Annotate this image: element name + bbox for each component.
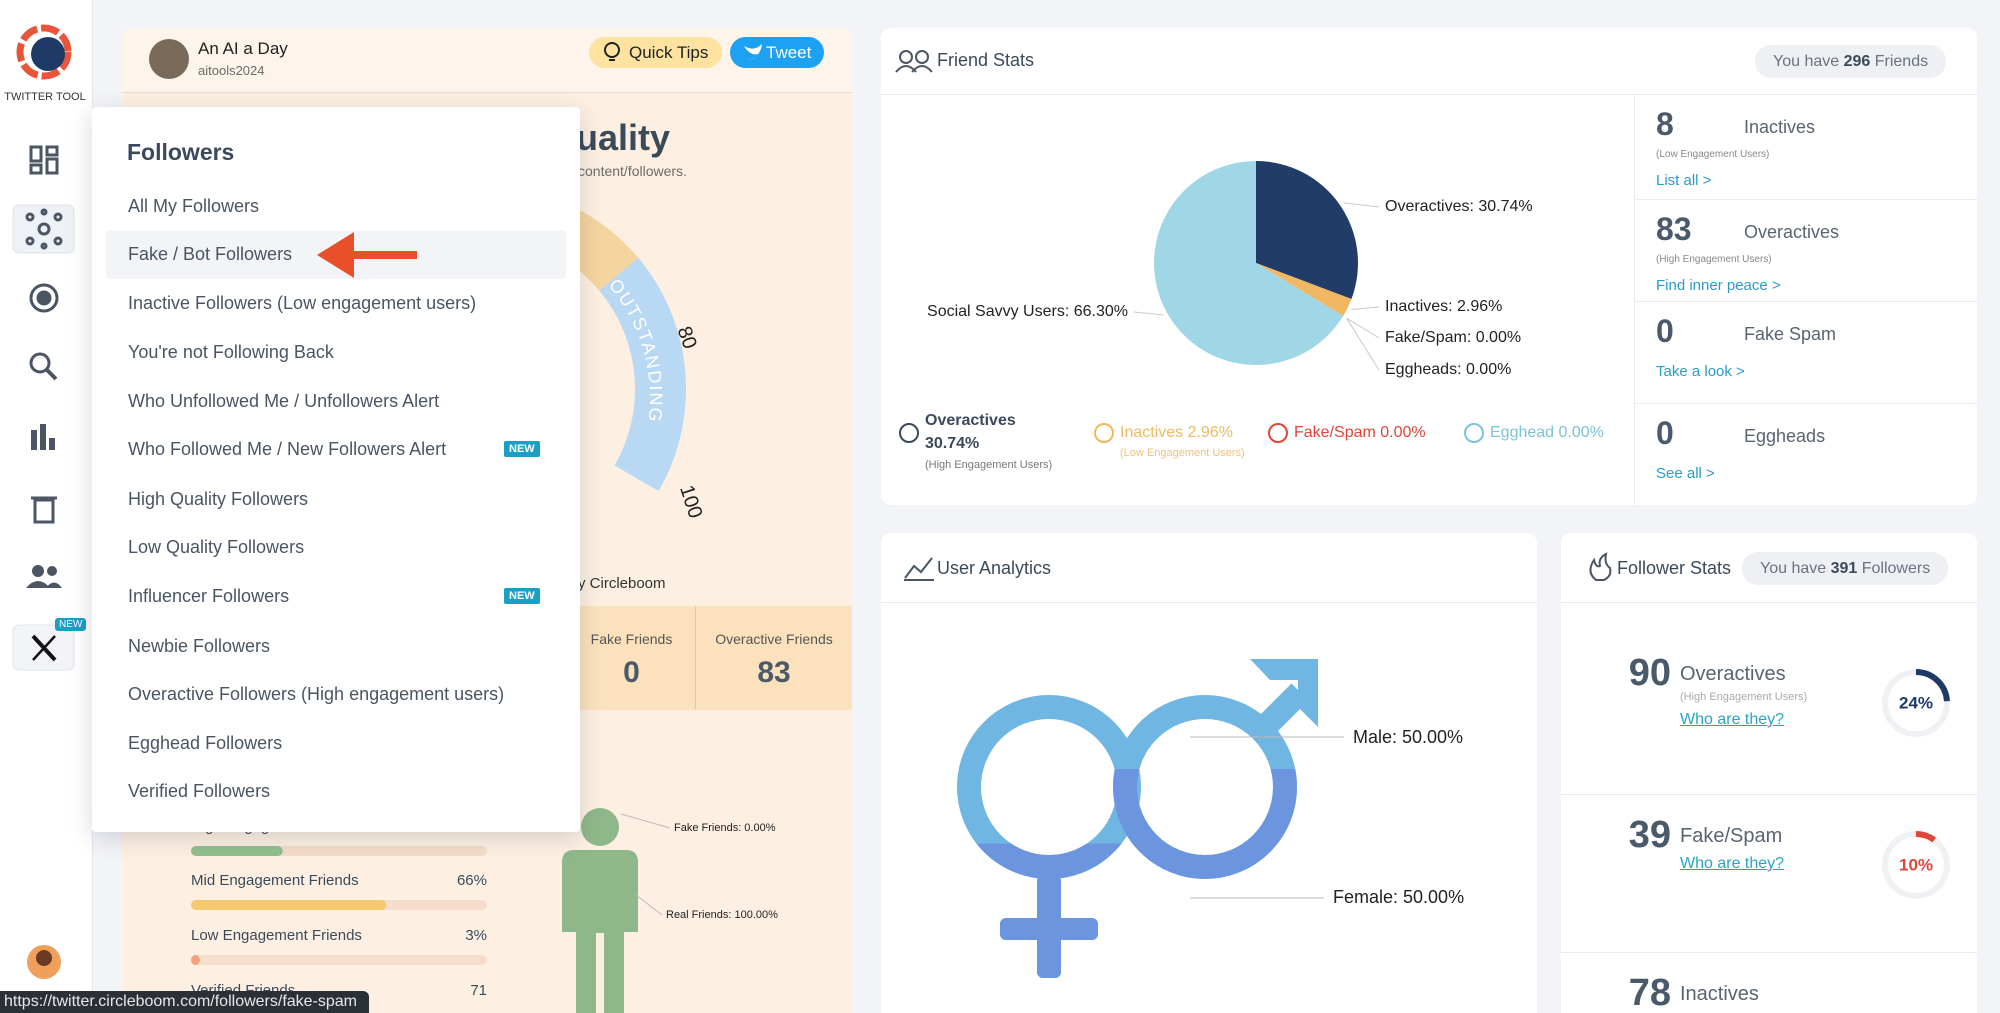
summary-value: 83: [1656, 211, 1692, 247]
pill-count: 391: [1830, 560, 1858, 577]
summary-label: Overactives: [1744, 222, 1840, 242]
follower-value: 90: [1628, 652, 1671, 694]
box-label: Fake Friends: [590, 631, 673, 647]
follower-link[interactable]: Who are they?: [1680, 711, 1785, 728]
new-badge: NEW: [504, 588, 540, 604]
overactive-friends-box: [696, 606, 852, 710]
summary-link[interactable]: Take a look >: [1656, 363, 1745, 380]
pill-text: Followers: [1861, 560, 1931, 577]
menu-item[interactable]: Who Unfollowed Me / Unfollowers Alert: [128, 391, 440, 411]
pill-text: You have: [1773, 53, 1840, 70]
menu-item[interactable]: Who Followed Me / New Followers Alert: [128, 439, 447, 459]
follower-value: 78: [1628, 972, 1671, 1013]
status-url: https://twitter.circleboom.com/followers…: [0, 991, 370, 1013]
follower-label: Overactives: [1680, 663, 1786, 685]
search-icon[interactable]: [29, 352, 58, 381]
menu-title: Followers: [127, 139, 235, 165]
row-divider: [1634, 199, 1977, 200]
row-divider: [1561, 794, 1977, 795]
new-badge: NEW: [55, 618, 87, 631]
menu-item[interactable]: All My Followers: [128, 196, 260, 216]
summary-link[interactable]: See all >: [1656, 465, 1715, 482]
friends-count-pill: You have 296 Friends: [1755, 45, 1947, 78]
summary-value: 0: [1656, 415, 1674, 451]
card-title: User Analytics: [937, 558, 1052, 578]
box-label: Overactive Friends: [715, 631, 833, 647]
menu-item[interactable]: Verified Followers: [128, 781, 271, 801]
menu-item[interactable]: Influencer Followers: [128, 586, 290, 606]
credit: y Circleboom: [578, 575, 666, 592]
summary-value: 0: [1656, 313, 1674, 349]
network-icon[interactable]: [25, 208, 63, 250]
follower-link[interactable]: Who are they?: [1680, 855, 1785, 872]
summary-note: (High Engagement Users): [1656, 254, 1772, 265]
summary-link[interactable]: Find inner peace >: [1656, 277, 1781, 294]
user-analytics-card: User Analytics: [881, 533, 1537, 1013]
pill-text: You have: [1760, 560, 1827, 577]
target-icon[interactable]: [29, 283, 59, 313]
users-icon[interactable]: [26, 565, 62, 588]
tweet-label: Tweet: [766, 43, 812, 62]
brand-label: TWITTER TOOL: [4, 91, 86, 103]
follower-value: 39: [1628, 814, 1671, 856]
follower-note: (High Engagement Users): [1680, 691, 1808, 703]
box-value: 0: [623, 656, 640, 689]
box-value: 83: [757, 656, 791, 689]
row-divider: [1634, 403, 1977, 404]
summary-value: 8: [1656, 106, 1674, 142]
trash-icon[interactable]: [31, 496, 57, 524]
menu-item[interactable]: Fake / Bot Followers: [128, 244, 293, 264]
follower-stats-card: Follower Stats You have 391 Followers 90…: [1561, 533, 1977, 1013]
dashboard-icon[interactable]: [29, 145, 59, 175]
card-title: Friend Stats: [937, 50, 1035, 70]
card-header: [122, 28, 852, 93]
row-divider: [1561, 952, 1977, 953]
card-header-divider: [1561, 602, 1977, 603]
sidebar-icons: [12, 24, 75, 979]
menu-item[interactable]: Newbie Followers: [128, 636, 271, 656]
fake-friends-box: [568, 606, 696, 710]
row-divider: [1634, 301, 1977, 302]
summary-label: Inactives: [1744, 117, 1816, 137]
new-badge: NEW: [504, 441, 540, 457]
card-header-divider: [881, 602, 1537, 603]
column-divider: [1634, 94, 1635, 505]
menu-item[interactable]: Inactive Followers (Low engagement users…: [128, 293, 477, 313]
followers-menu: Followers All My Followers Fake / Bot Fol…: [92, 107, 580, 832]
follower-label: Fake/Spam: [1680, 825, 1783, 847]
chart-icon[interactable]: [31, 424, 55, 450]
menu-item[interactable]: High Quality Followers: [128, 489, 309, 509]
follower-label: Inactives: [1680, 983, 1759, 1005]
quality-subtitle: content/followers.: [578, 163, 687, 179]
pill-count: 296: [1843, 53, 1871, 70]
pill-text: Friends: [1874, 53, 1929, 70]
menu-item[interactable]: Low Quality Followers: [128, 537, 305, 557]
menu-item[interactable]: Overactive Followers (High engagement us…: [128, 684, 505, 704]
summary-link[interactable]: List all >: [1656, 172, 1712, 189]
menu-item[interactable]: You're not Following Back: [128, 342, 334, 362]
logo: [16, 24, 72, 80]
card-title: Follower Stats: [1617, 558, 1732, 578]
profile-handle: aitools2024: [198, 63, 265, 78]
profile-avatar[interactable]: [149, 39, 189, 79]
friend-stats-card: Friend Stats You have 296 Friends 8 Inact…: [881, 28, 1977, 505]
card-header-divider: [881, 94, 1977, 95]
quality-title: uality: [576, 117, 671, 158]
quick-tips-label: Quick Tips: [629, 43, 709, 62]
followers-count-pill: You have 391 Followers: [1742, 552, 1949, 585]
sidebar: TWITTER TOOL NEW: [0, 0, 93, 1013]
profile-name: An AI a Day: [198, 39, 288, 58]
x-icon: [31, 634, 57, 662]
summary-label: Fake Spam: [1744, 324, 1837, 344]
menu-item[interactable]: Egghead Followers: [128, 733, 283, 753]
summary-note: (Low Engagement Users): [1656, 149, 1770, 160]
summary-label: Eggheads: [1744, 426, 1826, 446]
